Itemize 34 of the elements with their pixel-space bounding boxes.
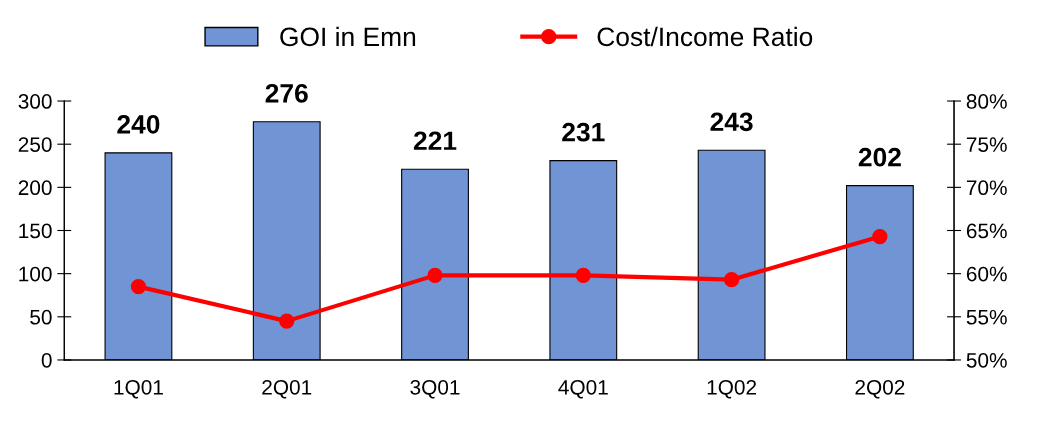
data-label: 202	[858, 147, 901, 167]
data-label: 231	[562, 122, 605, 142]
y2-tick-label: 80%	[966, 94, 1007, 109]
point	[279, 313, 295, 329]
y-tick-label: 250	[18, 137, 52, 152]
point	[575, 267, 591, 284]
y2-tick-label: 50%	[966, 352, 1007, 368]
legend-label: GOI in Emn	[280, 26, 416, 47]
y2-tick-label: 55%	[966, 309, 1007, 325]
point	[427, 267, 443, 284]
y-tick-label: 300	[18, 94, 52, 109]
point	[872, 228, 888, 245]
x-tick-label: 2Q01	[262, 379, 312, 399]
y-tick-label: 50	[30, 309, 52, 325]
x-tick-label: 1Q01	[114, 379, 163, 399]
y2-tick-label: 70%	[966, 180, 1007, 196]
y-tick-label: 150	[19, 223, 52, 239]
x-tick-label: 2Q02	[855, 379, 905, 399]
point	[723, 272, 740, 288]
x-tick-label: 3Q01	[410, 379, 460, 399]
y2-tick-label: 65%	[966, 223, 1007, 239]
y-tick-label: 0	[41, 352, 52, 368]
y-tick-label: 100	[19, 266, 52, 282]
data-label: 276	[265, 83, 308, 103]
data-label: 221	[413, 131, 457, 150]
x-tick-label: 1Q02	[707, 379, 757, 399]
legend-label: Cost/Income Ratio	[597, 26, 813, 47]
data-label: 240	[117, 115, 160, 134]
y-tick-label: 200	[18, 180, 52, 196]
y2-tick-label: 75%	[966, 137, 1007, 152]
data-label: 243	[710, 112, 753, 132]
y2-tick-label: 60%	[966, 266, 1007, 282]
point	[130, 278, 147, 295]
x-tick-label: 4Q01	[558, 379, 608, 399]
